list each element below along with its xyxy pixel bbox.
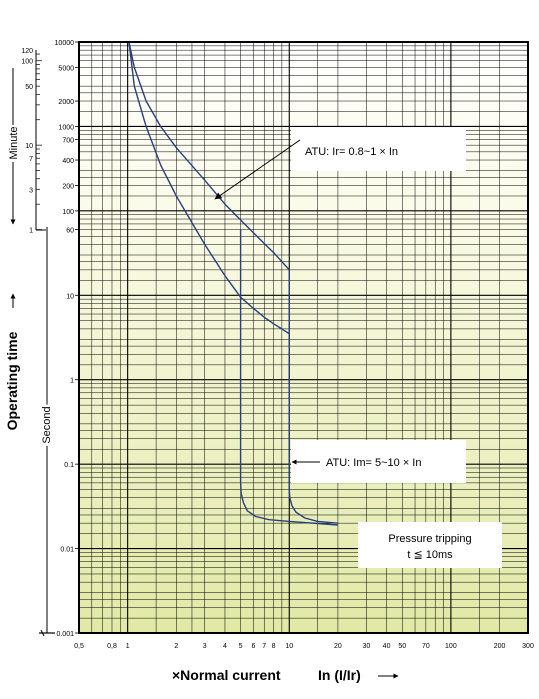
y-tick-label: 400 — [62, 158, 74, 165]
minute-label: Minute — [8, 126, 20, 159]
minute-tick-label: 10 — [25, 143, 33, 150]
second-label: Second — [41, 406, 53, 443]
annotation-pressure-box — [358, 522, 502, 568]
x-tick-labels: 0,5 0,8 1 2 3 4 5 6 7 8 10 20 30 40 50 70 100 200 300 — [74, 643, 534, 650]
curve-series-1 — [128, 41, 290, 335]
x-tick-label: 40 — [383, 643, 391, 650]
x-tick-label: 3 — [203, 643, 207, 650]
curves — [128, 41, 338, 526]
y-tick-label: 10000 — [55, 40, 75, 47]
second-scale: Second — [39, 227, 56, 637]
y-tick-label: 1000 — [58, 124, 74, 131]
curve-series-3 — [288, 269, 338, 524]
minute-tick-label: 50 — [25, 84, 33, 91]
x-tick-label: 300 — [522, 643, 534, 650]
x-tick-label: 1 — [126, 643, 130, 650]
y-tick-label: 0.01 — [60, 547, 74, 554]
x-tick-label: 7 — [262, 643, 266, 650]
y-tick-label: 60 — [66, 228, 74, 235]
y-axis-title-group: Operating time — [4, 293, 20, 430]
y-axis-title: Operating time — [4, 331, 20, 430]
y-tick-label: 10 — [66, 293, 74, 300]
annotation-im-text: ATU: Im= 5~10 × In — [326, 457, 421, 469]
y-tick-label: 700 — [62, 138, 74, 145]
curve-series-0 — [128, 41, 290, 271]
annotation-im: ATU: Im= 5~10 × In — [291, 440, 466, 483]
x-tick-label: 70 — [422, 643, 430, 650]
x-tick-label: 0,8 — [107, 643, 117, 650]
x-tick-label: 4 — [223, 643, 227, 650]
x-tick-label: 8 — [272, 643, 276, 650]
y-tick-label: 100 — [62, 209, 74, 216]
annotation-ir: ATU: Ir= 0.8~1 × In — [214, 127, 466, 200]
x-tick-label: 50 — [398, 643, 406, 650]
x-tick-label: 5 — [239, 643, 243, 650]
y-tick-label: 200 — [62, 183, 74, 190]
minute-scale: Minute — [8, 50, 46, 231]
x-axis-unit: In (I/Ir) — [318, 667, 361, 683]
curve-series-2 — [239, 229, 338, 526]
plot-frame — [78, 41, 529, 634]
x-axis-title-group: ×Normal current In (I/Ir) — [172, 667, 399, 683]
y-tick-labels-minute: 120 100 50 10 7 3 1 — [21, 48, 42, 235]
minute-tick-label: 3 — [29, 187, 33, 194]
y-tick-labels-second: 10000 5000 2000 1000 700 400 200 100 60 10 1 0.1 0.0… — [55, 40, 79, 638]
y-tick-label: 2000 — [58, 99, 74, 106]
x-tick-label: 100 — [445, 643, 457, 650]
x-tick-label: 6 — [251, 643, 255, 650]
annotation-pressure-line1: Pressure tripping — [388, 533, 471, 545]
x-tick-label: 200 — [494, 643, 506, 650]
annotation-im-box — [291, 440, 466, 483]
x-tick-label: 0,5 — [74, 643, 84, 650]
annotation-ir-text: ATU: Ir= 0.8~1 × In — [305, 146, 398, 158]
x-tick-label: 2 — [174, 643, 178, 650]
y-tick-label: 5000 — [58, 65, 74, 72]
annotation-pressure-line2: t ≦ 10ms — [407, 549, 453, 561]
minute-tick-label: 1 — [29, 228, 33, 235]
x-tick-label: 30 — [362, 643, 370, 650]
x-tick-label: 10 — [285, 643, 293, 650]
x-tick-label: 20 — [334, 643, 342, 650]
minute-tick-label: 100 — [21, 59, 33, 66]
minute-tick-label: 120 — [21, 48, 33, 55]
annotation-ir-box — [291, 127, 466, 171]
minute-tick-label: 7 — [29, 156, 33, 163]
y-tick-label: 1 — [70, 378, 74, 385]
y-tick-label: 0.1 — [64, 462, 74, 469]
annotation-ir-arrow — [214, 139, 301, 200]
annotation-pressure: Pressure tripping t ≦ 10ms — [358, 522, 502, 568]
x-axis-title: ×Normal current — [172, 667, 281, 683]
y-tick-label: 0.001 — [56, 631, 74, 638]
